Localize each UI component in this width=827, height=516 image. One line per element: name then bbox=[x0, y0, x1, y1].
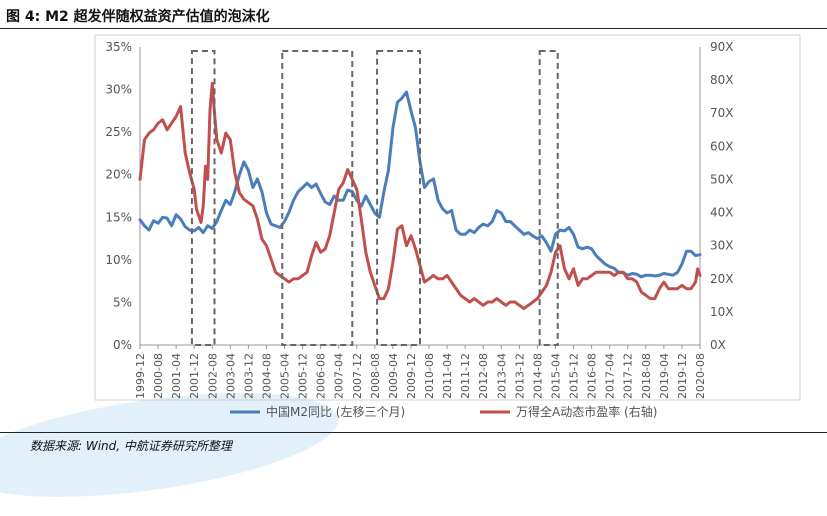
left-tick-label: 5% bbox=[113, 295, 132, 309]
series-line-pe bbox=[138, 81, 702, 311]
figure-title: 图 4: M2 超发伴随权益资产估值的泡沫化 bbox=[6, 9, 270, 25]
x-tick-label: 2003-12 bbox=[242, 353, 255, 399]
top-rule bbox=[0, 28, 827, 29]
highlight-box bbox=[376, 50, 421, 346]
right-tick-label: 90X bbox=[710, 40, 734, 54]
bottom-rule bbox=[0, 432, 827, 433]
x-tick-label: 2007-12 bbox=[351, 353, 364, 399]
legend-item-m2-label: 中国M2同比 (左移三个月) bbox=[266, 404, 405, 419]
x-tick-label: 2013-04 bbox=[495, 353, 508, 399]
left-tick-label: 20% bbox=[105, 168, 132, 182]
left-tick-label: 35% bbox=[105, 40, 132, 54]
x-tick-label: 2009-12 bbox=[405, 353, 418, 399]
x-tick-label: 2019-12 bbox=[676, 353, 689, 399]
x-tick-label: 2018-08 bbox=[640, 353, 653, 399]
x-tick-label: 2019-04 bbox=[658, 353, 671, 399]
x-tick-label: 2017-04 bbox=[604, 353, 617, 399]
left-tick-label: 30% bbox=[105, 83, 132, 97]
x-tick-label: 2013-12 bbox=[513, 353, 526, 399]
plot-frame bbox=[94, 34, 801, 401]
right-tick-label: 20X bbox=[710, 272, 734, 286]
left-tick-label: 15% bbox=[105, 210, 132, 224]
right-tick-label: 0X bbox=[710, 338, 726, 352]
highlight-box bbox=[538, 50, 559, 346]
x-tick-label: 2017-12 bbox=[622, 353, 635, 399]
x-tick-label: 2004-08 bbox=[260, 353, 273, 399]
x-tick-label: 2002-08 bbox=[206, 353, 219, 399]
right-tick-label: 10X bbox=[710, 305, 734, 319]
left-tick-label: 10% bbox=[105, 253, 132, 267]
left-tick-label: 0% bbox=[113, 338, 132, 352]
x-tick-label: 2006-08 bbox=[315, 353, 328, 399]
right-tick-label: 50X bbox=[710, 172, 734, 186]
x-tick-label: 2012-08 bbox=[477, 353, 490, 399]
x-tick-label: 2001-12 bbox=[188, 353, 201, 399]
x-tick-label: 2010-08 bbox=[423, 353, 436, 399]
right-tick-label: 60X bbox=[710, 139, 734, 153]
x-tick-label: 1999-12 bbox=[134, 353, 147, 399]
x-tick-label: 2014-08 bbox=[531, 353, 544, 399]
x-tick-label: 2005-04 bbox=[279, 353, 292, 399]
x-tick-label: 2003-04 bbox=[224, 353, 237, 399]
x-tick-label: 2001-04 bbox=[170, 353, 183, 399]
x-tick-label: 2016-08 bbox=[586, 353, 599, 399]
legend-item-pe-label: 万得全A动态市盈率 (右轴) bbox=[516, 404, 657, 419]
x-tick-label: 2015-12 bbox=[568, 353, 581, 399]
x-tick-label: 2011-04 bbox=[441, 353, 454, 399]
highlight-box bbox=[281, 50, 354, 346]
chart: 0% 5% 10% 15% 20% 25% 30% 35% 0X 10X 20X 30X 40X 50X 6… bbox=[94, 34, 801, 419]
x-tick-label: 2009-04 bbox=[387, 353, 400, 399]
x-tick-label: 2005-12 bbox=[297, 353, 310, 399]
x-tick-label: 2008-08 bbox=[369, 353, 382, 399]
x-tick-label: 2000-08 bbox=[152, 353, 165, 399]
right-tick-label: 70X bbox=[710, 106, 734, 120]
source-note: 数据来源: Wind, 中航证券研究所整理 bbox=[30, 439, 232, 453]
x-tick-label: 2007-04 bbox=[333, 353, 346, 399]
left-tick-label: 25% bbox=[105, 125, 132, 139]
x-tick-label: 2015-04 bbox=[549, 353, 562, 399]
right-tick-label: 80X bbox=[710, 73, 734, 87]
right-tick-label: 40X bbox=[710, 206, 734, 220]
x-tick-label: 2020-08 bbox=[694, 353, 707, 399]
right-tick-label: 30X bbox=[710, 239, 734, 253]
x-tick-label: 2011-12 bbox=[459, 353, 472, 399]
highlight-box bbox=[190, 50, 216, 346]
